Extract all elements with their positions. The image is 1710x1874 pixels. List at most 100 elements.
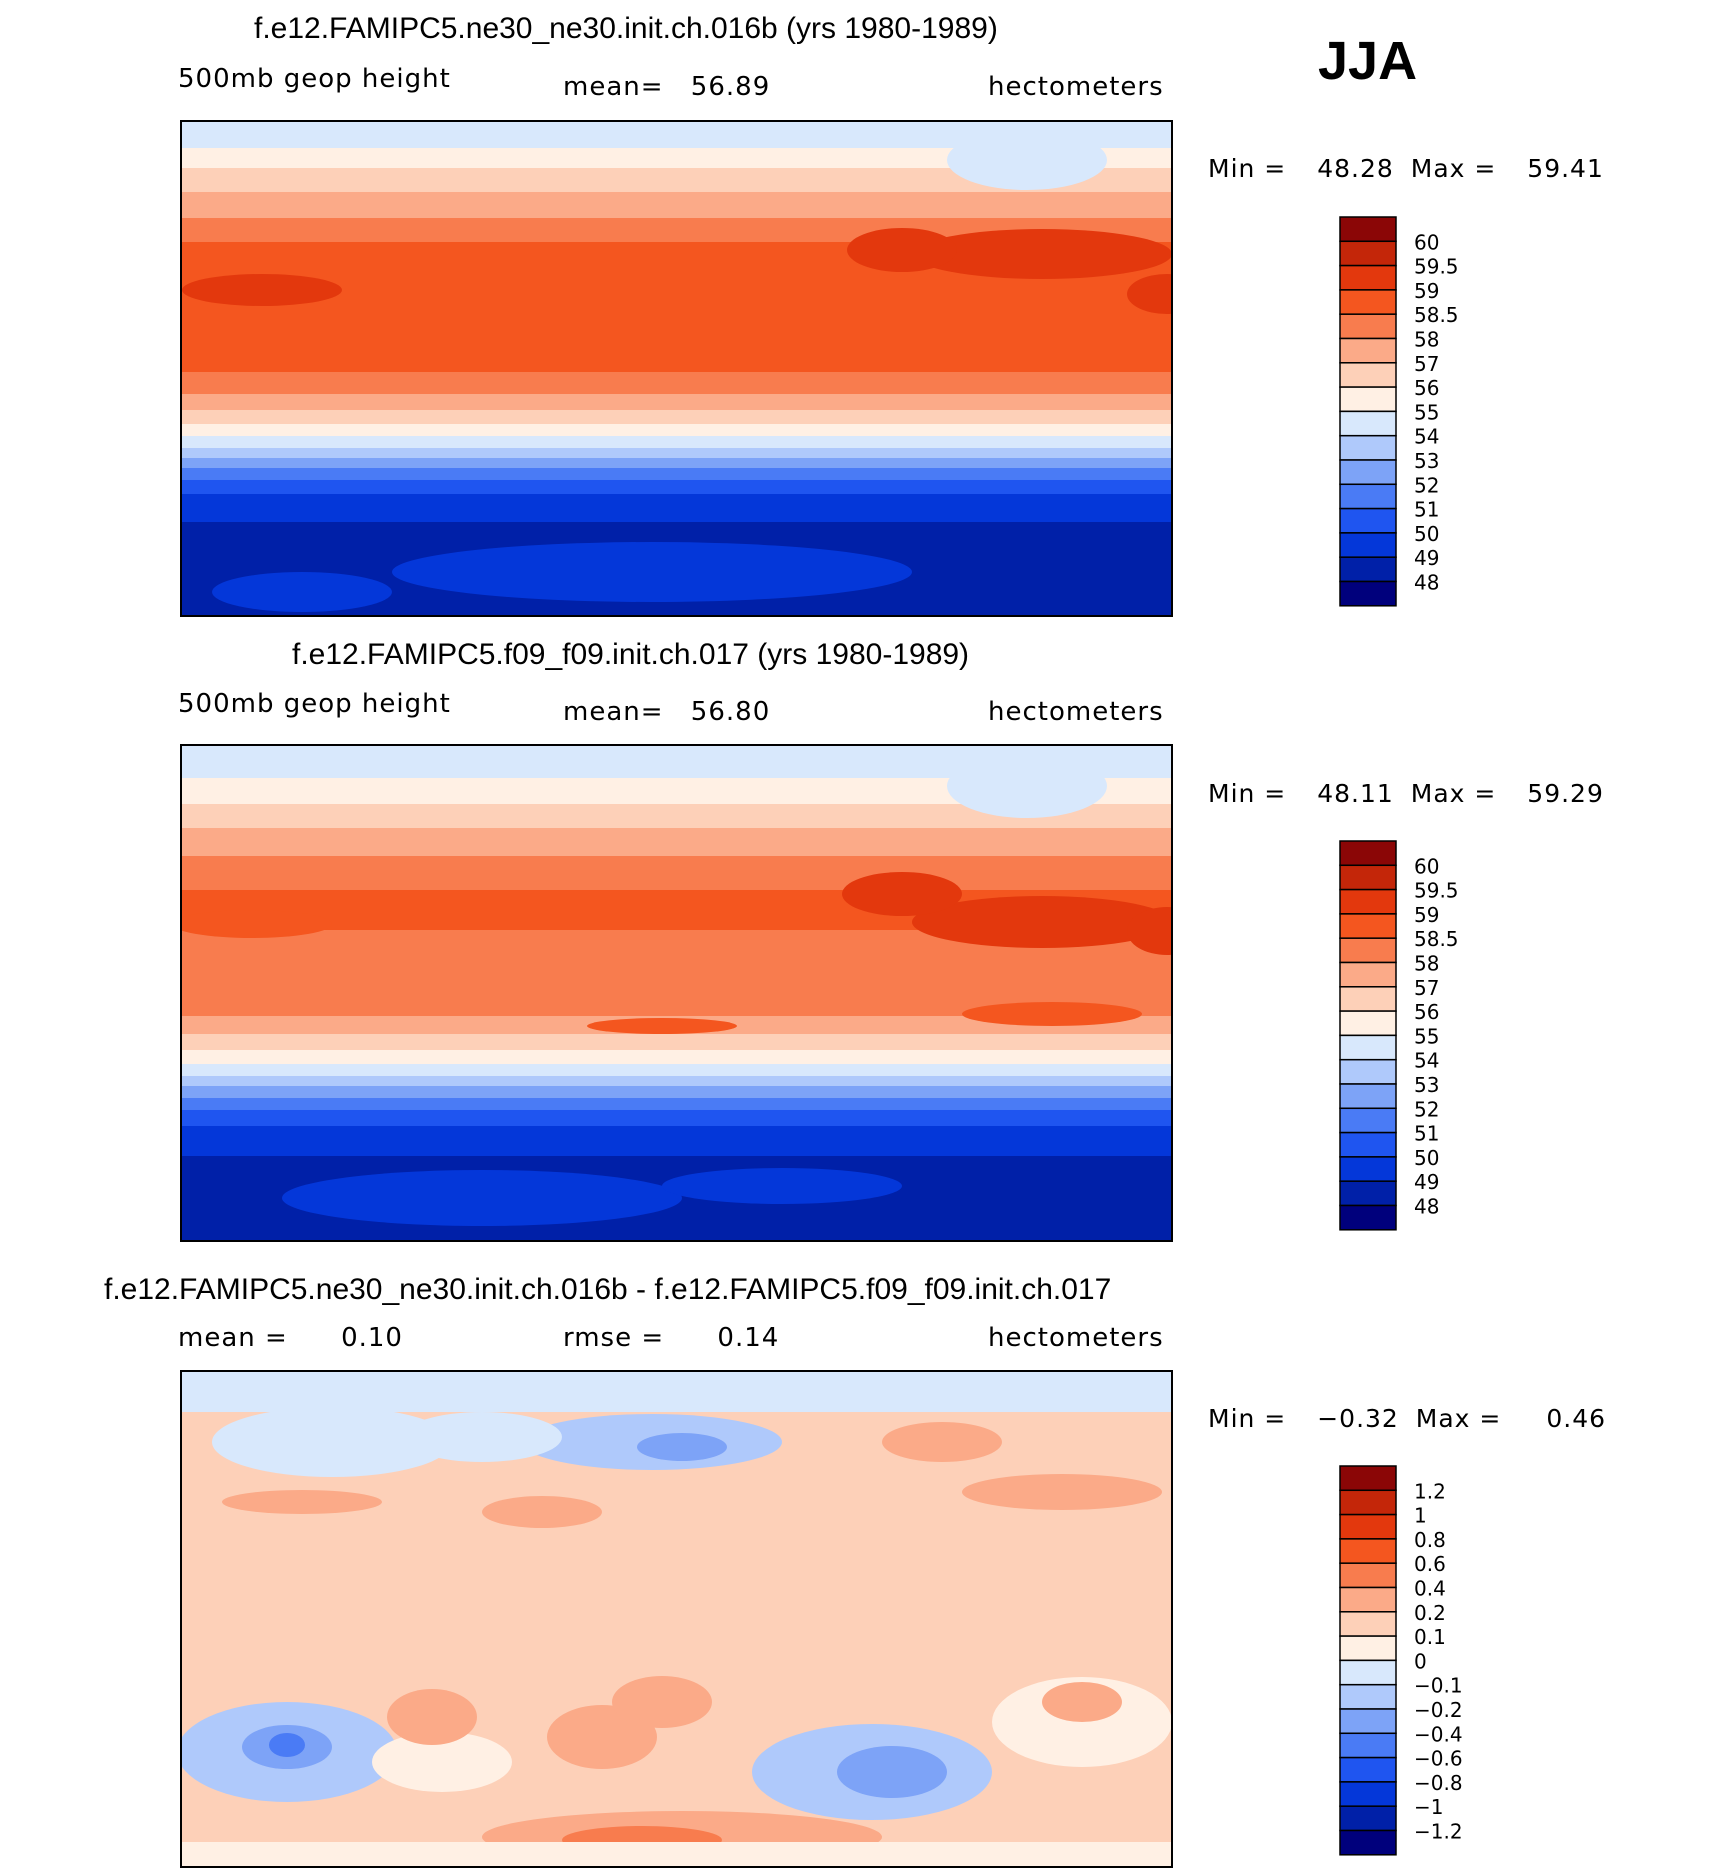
panel3-colorbar-swatch [1339, 1465, 1397, 1492]
panel3-colorbar-swatch [1339, 1586, 1397, 1613]
panel3-colorbar-tick-label: 0.4 [1414, 1577, 1446, 1601]
southern-high [612, 1676, 712, 1728]
panel1-max-value: 59.41 [1527, 154, 1604, 183]
band [182, 1064, 1171, 1076]
panel1-colorbar-swatch [1339, 337, 1397, 364]
panel2-colorbar-swatch [1339, 961, 1397, 988]
panel1-colorbar-swatch [1339, 556, 1397, 583]
panel1-colorbar-tick-label: 54 [1414, 425, 1439, 449]
panel2-colorbar-tick-label: 52 [1414, 1097, 1439, 1121]
southern-high [992, 1677, 1171, 1767]
subtropical-high [847, 228, 957, 272]
southern-high [387, 1689, 477, 1745]
panel3-colorbar-tick-label: −0.1 [1414, 1674, 1463, 1698]
panel3-colorbar-swatch [1339, 1562, 1397, 1589]
band [182, 1842, 1171, 1866]
panel2-colorbar-swatch [1339, 1180, 1397, 1207]
subtropical-high [912, 229, 1171, 279]
panel3-colorbar-tick-label: −0.8 [1414, 1771, 1463, 1795]
panel1-colorbar-tick-label: 59 [1414, 279, 1439, 303]
subtropical-high [912, 896, 1171, 948]
band [182, 1126, 1171, 1156]
panel1-colorbar-swatch [1339, 362, 1397, 388]
panel1-colorbar-tick-label: 58 [1414, 328, 1439, 352]
panel1-colorbar-swatch [1339, 532, 1397, 558]
southern-high [1042, 1682, 1122, 1722]
panel1-colorbar-tick-label: 53 [1414, 449, 1439, 473]
panel1-mean: mean= 56.89 [563, 72, 770, 102]
panel2-colorbar-tick-label: 55 [1414, 1024, 1439, 1048]
panel1-colorbar-tick-label: 60 [1414, 230, 1439, 254]
panel2-colorbar-swatch [1339, 840, 1397, 867]
panel2-bands [182, 746, 1171, 1240]
band [182, 148, 1171, 168]
panel3-min-value: −0.32 [1317, 1404, 1399, 1433]
panel1-colorbar-swatch [1339, 289, 1397, 315]
panel2-colorbar-tick-label: 58.5 [1414, 927, 1459, 951]
panel1-title: f.e12.FAMIPC5.ne30_ne30.init.ch.016b (yr… [254, 12, 998, 45]
panel3-colorbar-tick-label: 0.2 [1414, 1601, 1446, 1625]
subtropical-high [482, 1496, 602, 1528]
panel1-colorbar-swatch [1339, 264, 1397, 291]
panel3-colorbar-tick-label: −1.2 [1414, 1820, 1463, 1844]
panel3-colorbar-tick-label: 0.8 [1414, 1528, 1446, 1552]
panel2-features [182, 754, 1171, 1226]
arctic-low [212, 1407, 452, 1477]
panel2-mean-label: mean= [563, 697, 664, 727]
panel3-mean-value: 0.10 [341, 1323, 403, 1353]
band [182, 1034, 1171, 1050]
panel2-mean-value: 56.80 [690, 697, 771, 727]
panel1-colorbar-swatch [1339, 386, 1397, 413]
panel3-colorbar-tick-label: 0.6 [1414, 1552, 1446, 1576]
panel2-mean: mean= 56.80 [563, 697, 770, 727]
panel1-min-label: Min = [1208, 154, 1287, 183]
arctic-low [637, 1433, 727, 1461]
subtropical-high [182, 274, 342, 306]
panel1-colorbar-tick-label: 59.5 [1414, 255, 1459, 279]
panel1-minmax: Min = 48.28 Max = 59.41 [1208, 154, 1604, 183]
panel2-colorbar-swatch [1339, 913, 1397, 939]
panel2-colorbar-tick-label: 59.5 [1414, 879, 1459, 903]
subtropical-high [842, 872, 962, 916]
band [182, 468, 1171, 480]
panel1-colorbar-tick-label: 55 [1414, 400, 1439, 424]
panel3-colorbar-tick-label: −0.2 [1414, 1698, 1463, 1722]
panel2-max-value: 59.29 [1527, 779, 1604, 808]
panel3-colorbar-tick-label: 1.2 [1414, 1479, 1446, 1503]
panel3-colorbar: 1.2 1 0.8 0.6 0.4 0.2 0.1 0 −0.1 −0.2 −0.4 −0.6 −0.8… [1339, 1465, 1520, 1860]
panel3-colorbar-swatch [1339, 1659, 1397, 1686]
panel2-colorbar-swatch [1339, 1107, 1397, 1134]
panel2-min-value: 48.11 [1317, 779, 1394, 808]
subtropical-high [222, 1490, 382, 1514]
panel3-rmse-value: 0.14 [717, 1323, 780, 1353]
panel3-mean: mean = 0.10 [178, 1323, 403, 1353]
band [182, 410, 1171, 424]
panel3-max-value: 0.46 [1546, 1404, 1607, 1433]
band [182, 1372, 1171, 1412]
panel3-colorbar-swatch [1339, 1611, 1397, 1637]
panel1-mean-value: 56.89 [690, 72, 771, 102]
panel2-colorbar-tick-label: 53 [1414, 1073, 1439, 1097]
panel2-colorbar-swatch [1339, 1204, 1397, 1231]
panel2-colorbar-swatch [1339, 937, 1397, 964]
panel1-colorbar-tick-label: 58.5 [1414, 303, 1459, 327]
panel3-colorbar-swatch [1339, 1732, 1397, 1759]
season-label: JJA [1318, 31, 1418, 91]
antarctic-low [392, 542, 912, 602]
panel1-colorbar-tick-label: 48 [1414, 571, 1439, 595]
panel3-rmse-label: rmse = [563, 1323, 665, 1353]
panel1-min-value: 48.28 [1317, 154, 1394, 183]
panel1-colorbar-tick-label: 50 [1414, 522, 1439, 546]
panel3-colorbar-swatch [1339, 1538, 1397, 1564]
panel2-colorbar-tick-label: 48 [1414, 1195, 1439, 1219]
subtropical-high [962, 1474, 1162, 1510]
panel1-colorbar-swatch [1339, 240, 1397, 267]
band [182, 856, 1171, 890]
southern-low [837, 1746, 947, 1798]
greenland-low [947, 130, 1107, 190]
band [182, 192, 1171, 218]
panel3-colorbar-tick-label: −0.6 [1414, 1747, 1463, 1771]
band [182, 1086, 1171, 1098]
tropical-band [587, 1018, 737, 1034]
